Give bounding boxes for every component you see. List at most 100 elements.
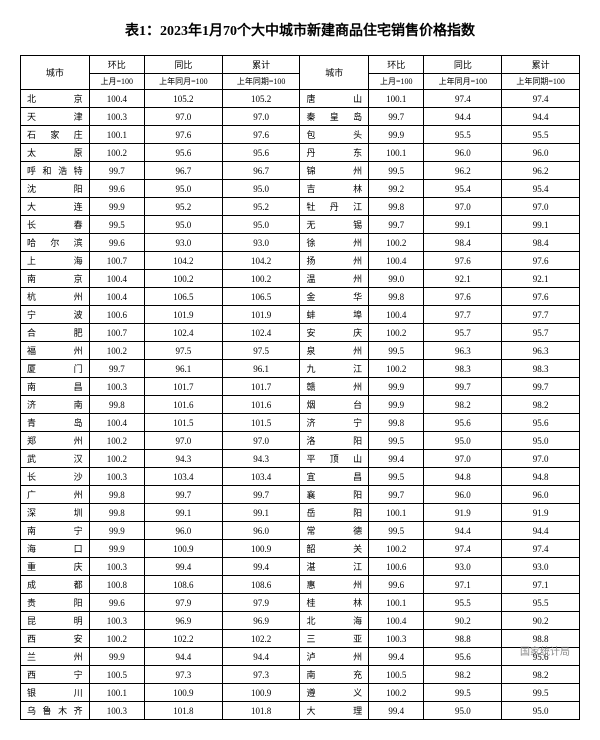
value-cell: 95.2 [222,198,300,216]
value-cell: 100.3 [89,612,144,630]
hdr-city-right: 城市 [300,56,369,90]
value-cell: 100.4 [89,270,144,288]
table-row: 天 津100.397.097.0秦 皇 岛99.794.494.4 [21,108,580,126]
value-cell: 97.0 [424,450,502,468]
value-cell: 96.0 [144,522,222,540]
value-cell: 100.6 [369,558,424,576]
city-cell: 南 京 [21,270,90,288]
value-cell: 99.7 [369,216,424,234]
value-cell: 95.0 [222,180,300,198]
value-cell: 108.6 [144,576,222,594]
value-cell: 99.5 [369,468,424,486]
value-cell: 94.4 [222,648,300,666]
value-cell: 99.5 [369,342,424,360]
value-cell: 99.7 [424,378,502,396]
value-cell: 101.5 [144,414,222,432]
value-cell: 100.9 [144,684,222,702]
value-cell: 97.4 [424,540,502,558]
hdr-cum-sub-right: 上年同期=100 [502,74,580,90]
value-cell: 99.6 [89,594,144,612]
city-cell: 北 海 [300,612,369,630]
city-cell: 济 宁 [300,414,369,432]
table-row: 长 沙100.3103.4103.4宜 昌99.594.894.8 [21,468,580,486]
value-cell: 95.0 [144,216,222,234]
value-cell: 97.3 [222,666,300,684]
value-cell: 94.4 [144,648,222,666]
value-cell: 91.9 [502,504,580,522]
city-cell: 成 都 [21,576,90,594]
value-cell: 96.3 [502,342,580,360]
value-cell: 100.3 [89,378,144,396]
value-cell: 97.0 [144,432,222,450]
hdr-mom-left: 环比 [89,56,144,74]
value-cell: 94.3 [222,450,300,468]
value-cell: 100.5 [369,666,424,684]
city-cell: 温 州 [300,270,369,288]
value-cell: 99.4 [369,450,424,468]
value-cell: 104.2 [144,252,222,270]
city-cell: 赣 州 [300,378,369,396]
value-cell: 96.1 [144,360,222,378]
value-cell: 96.0 [222,522,300,540]
value-cell: 96.2 [502,162,580,180]
value-cell: 101.7 [222,378,300,396]
value-cell: 95.0 [502,432,580,450]
value-cell: 101.8 [144,702,222,720]
value-cell: 100.3 [89,468,144,486]
value-cell: 97.0 [222,432,300,450]
value-cell: 95.2 [144,198,222,216]
table-row: 广 州99.899.799.7襄 阳99.796.096.0 [21,486,580,504]
value-cell: 93.0 [222,234,300,252]
city-cell: 杭 州 [21,288,90,306]
value-cell: 99.4 [369,648,424,666]
city-cell: 兰 州 [21,648,90,666]
value-cell: 99.5 [502,684,580,702]
city-cell: 桂 林 [300,594,369,612]
value-cell: 97.7 [424,306,502,324]
value-cell: 99.6 [89,234,144,252]
value-cell: 100.3 [89,702,144,720]
value-cell: 92.1 [424,270,502,288]
table-row: 沈 阳99.695.095.0吉 林99.295.495.4 [21,180,580,198]
hdr-city-left: 城市 [21,56,90,90]
value-cell: 95.0 [144,180,222,198]
watermark: 国家统计局 [520,643,570,658]
value-cell: 97.0 [144,108,222,126]
value-cell: 98.4 [502,234,580,252]
value-cell: 96.3 [424,342,502,360]
value-cell: 96.0 [424,144,502,162]
value-cell: 105.2 [144,90,222,108]
value-cell: 95.5 [424,126,502,144]
city-cell: 郑 州 [21,432,90,450]
value-cell: 94.4 [502,108,580,126]
value-cell: 99.0 [369,270,424,288]
value-cell: 98.4 [424,234,502,252]
hdr-yoy-left: 同比 [144,56,222,74]
city-cell: 洛 阳 [300,432,369,450]
value-cell: 95.6 [424,648,502,666]
value-cell: 94.8 [424,468,502,486]
value-cell: 96.7 [144,162,222,180]
value-cell: 101.8 [222,702,300,720]
value-cell: 97.7 [502,306,580,324]
city-cell: 宁 波 [21,306,90,324]
table-row: 海 口99.9100.9100.9韶 关100.297.497.4 [21,540,580,558]
city-cell: 北 京 [21,90,90,108]
city-cell: 重 庆 [21,558,90,576]
value-cell: 97.6 [222,126,300,144]
city-cell: 长 沙 [21,468,90,486]
value-cell: 99.5 [369,162,424,180]
table-row: 长 春99.595.095.0无 锡99.799.199.1 [21,216,580,234]
value-cell: 95.4 [424,180,502,198]
city-cell: 唐 山 [300,90,369,108]
value-cell: 97.9 [222,594,300,612]
value-cell: 99.8 [369,414,424,432]
value-cell: 91.9 [424,504,502,522]
city-cell: 韶 关 [300,540,369,558]
city-cell: 宜 昌 [300,468,369,486]
value-cell: 95.0 [424,702,502,720]
value-cell: 97.6 [502,252,580,270]
city-cell: 石 家 庄 [21,126,90,144]
city-cell: 西 宁 [21,666,90,684]
value-cell: 103.4 [222,468,300,486]
